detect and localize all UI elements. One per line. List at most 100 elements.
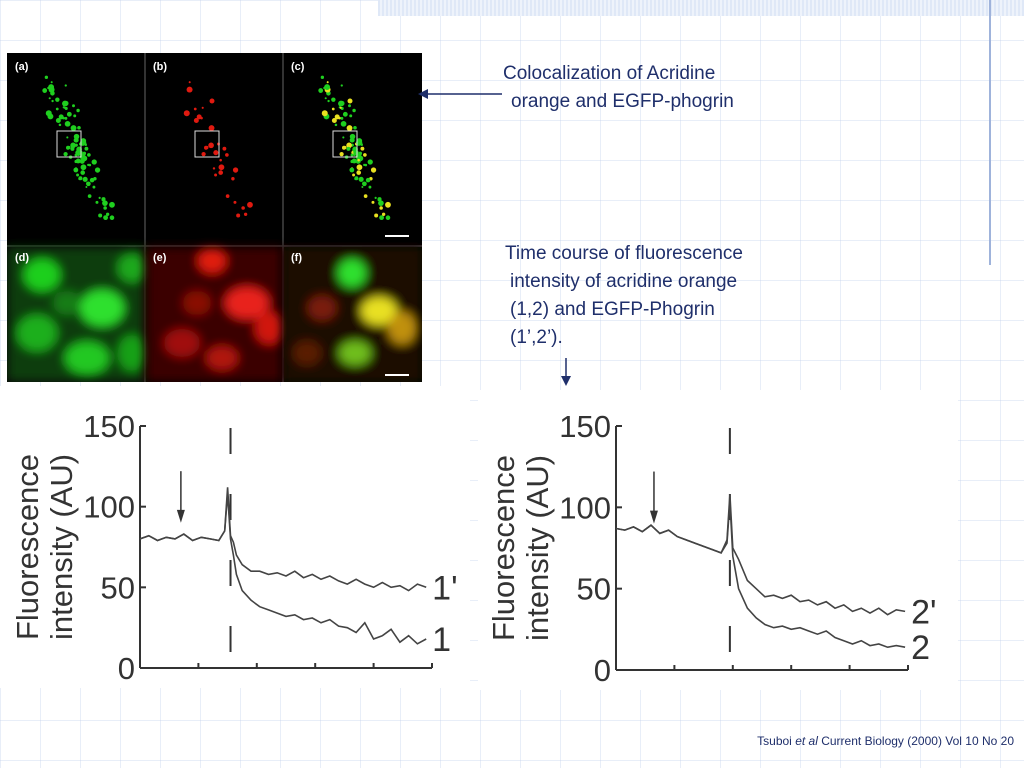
y-tick-label: 150 bbox=[559, 409, 611, 444]
y-tick-label: 150 bbox=[83, 409, 135, 444]
red-vesicle bbox=[241, 206, 245, 210]
green-vesicle bbox=[76, 108, 80, 113]
panel-label-b: (b) bbox=[153, 61, 168, 73]
green-vesicle bbox=[51, 99, 54, 103]
red-vesicle bbox=[183, 110, 190, 117]
y-axis-label-line2: intensity (AU) bbox=[520, 455, 555, 641]
merged-green-vesicle bbox=[350, 153, 354, 157]
merged-green-vesicle bbox=[354, 177, 357, 181]
merged-green-vesicle bbox=[358, 176, 364, 182]
red-vesicle bbox=[201, 106, 204, 109]
green-vesicle bbox=[94, 167, 101, 173]
green-vesicle bbox=[95, 200, 99, 204]
merged-green-vesicle bbox=[334, 123, 338, 127]
merged-vesicle bbox=[371, 200, 375, 204]
green-vesicle bbox=[81, 158, 84, 162]
timecourse-caption: Time course of fluorescence intensity of… bbox=[505, 240, 743, 352]
green-vesicle bbox=[66, 111, 72, 117]
merged-green-vesicle bbox=[349, 137, 355, 143]
green-vesicle bbox=[64, 84, 67, 87]
merged-green-vesicle bbox=[340, 84, 343, 87]
green-vesicle bbox=[66, 136, 69, 139]
y-axis-label-line1: Fluorescence bbox=[10, 454, 45, 640]
merged-green-vesicle bbox=[342, 111, 348, 117]
merged-vesicle bbox=[331, 107, 335, 111]
red-vesicle bbox=[247, 201, 253, 208]
merged-green-vesicle bbox=[385, 215, 391, 220]
red-vesicle bbox=[225, 153, 229, 157]
merged-vesicle bbox=[370, 167, 377, 173]
green-vesicle bbox=[45, 110, 52, 117]
red-vesicle bbox=[208, 125, 215, 131]
merged-vesicle bbox=[360, 146, 365, 151]
micrograph-figure: (a) (b) (c) (d) (e) (f) bbox=[7, 53, 422, 382]
red-vesicle bbox=[218, 170, 224, 175]
merged-vesicle bbox=[346, 125, 353, 131]
merged-vesicle bbox=[363, 194, 368, 198]
merged-vesicle bbox=[363, 153, 367, 157]
colocalization-caption-line1: Colocalization of Acridine bbox=[503, 63, 716, 84]
green-vesicle bbox=[64, 120, 71, 127]
micrograph-panels bbox=[7, 53, 422, 382]
green-vesicle bbox=[103, 215, 109, 221]
merged-green-vesicle bbox=[358, 151, 363, 156]
merged-vesicle bbox=[356, 164, 363, 171]
green-vesicle bbox=[109, 201, 115, 208]
merged-green-vesicle bbox=[377, 197, 382, 202]
green-vesicle bbox=[74, 159, 78, 164]
merged-green-vesicle bbox=[360, 143, 364, 146]
merged-green-vesicle bbox=[362, 181, 367, 187]
series-line bbox=[615, 500, 906, 649]
merged-green-vesicle bbox=[318, 88, 324, 93]
red-vesicle bbox=[201, 151, 206, 157]
green-vesicle bbox=[58, 123, 62, 127]
merged-green-vesicle bbox=[353, 125, 357, 130]
panel-label-e: (e) bbox=[153, 252, 167, 264]
green-vesicle bbox=[87, 153, 91, 157]
y-tick-label: 0 bbox=[594, 653, 611, 688]
y-tick-label: 100 bbox=[559, 490, 611, 525]
merged-vesicle bbox=[385, 201, 391, 208]
green-vesicle bbox=[74, 153, 78, 157]
green-vesicle bbox=[77, 150, 83, 156]
y-tick-label: 0 bbox=[118, 651, 135, 686]
green-vesicle bbox=[62, 116, 65, 120]
green-vesicle bbox=[73, 167, 79, 173]
timecourse-caption-line3: (1,2) and EGFP-Phogrin bbox=[510, 299, 715, 320]
panel-f-zoom bbox=[284, 247, 422, 382]
red-vesicle bbox=[214, 173, 218, 177]
merged-green-vesicle bbox=[348, 104, 351, 108]
merged-green-vesicle bbox=[350, 159, 354, 164]
red-vesicle bbox=[208, 142, 214, 149]
green-vesicle bbox=[73, 137, 79, 143]
green-vesicle bbox=[105, 212, 110, 216]
red-vesicle bbox=[243, 212, 248, 216]
red-vesicle bbox=[213, 150, 219, 156]
y-tick-label: 50 bbox=[577, 572, 611, 607]
green-vesicle bbox=[77, 125, 81, 130]
citation-author: Tsuboi bbox=[757, 734, 792, 748]
green-vesicle bbox=[87, 194, 92, 198]
y-axis-label-line2: intensity (AU) bbox=[44, 454, 79, 640]
green-vesicle bbox=[92, 185, 96, 189]
merged-vesicle bbox=[347, 98, 353, 104]
panel-e-zoom bbox=[146, 247, 283, 382]
green-vesicle bbox=[55, 118, 61, 123]
series-label: 2' bbox=[911, 593, 936, 631]
green-vesicle bbox=[70, 125, 77, 131]
merged-vesicle bbox=[374, 213, 379, 218]
merged-green-vesicle bbox=[320, 75, 325, 79]
merged-green-vesicle bbox=[323, 86, 326, 90]
merged-green-vesicle bbox=[349, 167, 355, 173]
green-vesicle bbox=[70, 146, 75, 151]
panel-label-f: (f) bbox=[291, 252, 302, 264]
citation-rest: Current Biology (2000) Vol 10 No 20 bbox=[821, 734, 1014, 748]
green-vesicle bbox=[64, 116, 68, 120]
panel-label-a: (a) bbox=[15, 61, 29, 73]
y-axis-label-line1: Fluorescence bbox=[486, 455, 521, 641]
merged-vesicle bbox=[352, 173, 356, 177]
green-vesicle bbox=[63, 151, 68, 157]
red-vesicle bbox=[217, 142, 220, 146]
colocalization-caption: Colocalization of Acridine orange and EG… bbox=[503, 60, 734, 116]
decorative-vertical-line bbox=[989, 0, 991, 265]
